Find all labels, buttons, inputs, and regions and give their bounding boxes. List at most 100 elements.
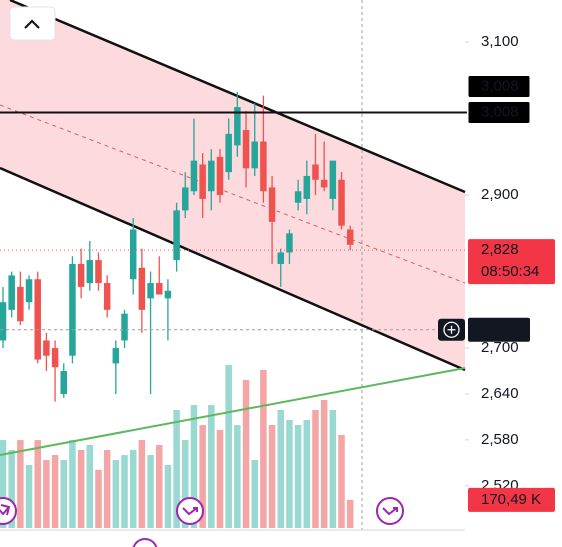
- candle-body: [216, 156, 224, 196]
- volume-bar: [8, 449, 15, 528]
- candle-body: [69, 263, 76, 356]
- candle-body: [112, 348, 120, 364]
- candle-body: [51, 348, 59, 368]
- countdown-label: 08:50:34: [481, 263, 539, 280]
- candle-body: [182, 187, 189, 211]
- candle-body: [277, 252, 285, 264]
- volume-bar: [95, 469, 102, 528]
- event-icon[interactable]: [176, 497, 204, 525]
- candle-body: [103, 283, 111, 310]
- volume-bar: [182, 440, 189, 528]
- current-price-label: 2,828: [481, 241, 519, 258]
- volume-badge: [468, 487, 555, 512]
- channel-midline: [0, 104, 466, 284]
- volume-bar: [242, 379, 250, 528]
- volume-bar: [69, 440, 76, 528]
- candle-body: [155, 283, 163, 295]
- crosshair-badge: [468, 317, 530, 342]
- candle-body: [95, 260, 102, 284]
- volume-bar: [86, 445, 94, 528]
- candle-body: [329, 160, 337, 199]
- volume-bar: [155, 445, 163, 528]
- volume-bar: [0, 440, 7, 528]
- volume-bar: [251, 460, 258, 528]
- trend-line: [0, 367, 466, 456]
- volume-bar: [225, 364, 232, 528]
- event-icon[interactable]: [0, 497, 17, 525]
- candle-body: [303, 175, 311, 199]
- chevron-icon[interactable]: [24, 19, 40, 29]
- volume-bar: [34, 440, 41, 528]
- candle-body: [164, 290, 172, 299]
- volume-bar: [103, 449, 111, 528]
- candle-body: [60, 371, 68, 394]
- volume-bar: [234, 425, 241, 528]
- marker-icons: [0, 497, 404, 547]
- volume-bar: [77, 449, 85, 528]
- candle-body: [25, 279, 33, 303]
- volume-bar: [60, 460, 68, 528]
- current-price-badge: [468, 239, 555, 285]
- y-tick-label: 2,700: [481, 339, 519, 356]
- y-tick-label: 2,640: [481, 385, 519, 402]
- candle-body: [43, 340, 50, 356]
- candle-body: [86, 260, 94, 284]
- event-icon[interactable]: [132, 538, 158, 547]
- candle-body: [346, 229, 354, 245]
- volume-bar: [329, 410, 337, 528]
- volume-badge-label: 170,49 K: [481, 491, 541, 508]
- crosshair-add-icon: [443, 321, 460, 338]
- button-bg[interactable]: [9, 6, 56, 41]
- candle-body: [34, 279, 41, 360]
- volume-bar: [164, 464, 172, 528]
- volume-bar: [338, 434, 345, 528]
- volume-bar: [51, 455, 59, 528]
- candle-body: [225, 133, 232, 173]
- price-line-label: 3,008: [481, 77, 519, 94]
- volume-bar: [129, 449, 137, 528]
- volume-bar: [208, 405, 215, 528]
- candle-body: [338, 179, 345, 226]
- candles-layer: [0, 91, 354, 402]
- volume-bar: [173, 410, 180, 528]
- candle-body: [8, 275, 15, 310]
- volume-bar: [17, 440, 24, 528]
- volume-layer: [0, 364, 354, 528]
- volume-bar: [216, 429, 224, 528]
- price-line-badge: [467, 100, 531, 124]
- volume-bar: [260, 369, 267, 528]
- candle-body: [199, 164, 206, 199]
- candle-body: [17, 286, 24, 322]
- candle-body: [312, 164, 319, 180]
- price-line-badge: [467, 74, 531, 98]
- volume-bar: [121, 455, 128, 528]
- price-line-label: 3,008: [481, 103, 519, 120]
- candle-body: [121, 313, 128, 341]
- candle-body: [147, 283, 154, 299]
- volume-bar: [199, 425, 206, 528]
- candle-body: [173, 210, 180, 261]
- volume-bar: [190, 405, 198, 528]
- volume-bar: [277, 410, 285, 528]
- crosshair-label: 2,724: [481, 321, 519, 338]
- event-icon[interactable]: [376, 497, 404, 525]
- volume-bar: [138, 440, 146, 528]
- candle-body: [242, 130, 250, 169]
- candle-body: [77, 263, 85, 287]
- collapse-button[interactable]: [9, 6, 56, 41]
- crosshair-add-button[interactable]: [438, 318, 465, 341]
- candle-body: [286, 233, 293, 253]
- volume-bar: [268, 425, 276, 528]
- candle-body: [294, 191, 302, 203]
- volume-bar: [312, 410, 319, 528]
- candle-body: [190, 160, 198, 192]
- candle-body: [268, 187, 276, 222]
- volume-bar: [286, 419, 293, 528]
- volume-bar: [294, 425, 302, 528]
- y-tick-label: 2,900: [481, 186, 519, 203]
- candle-body: [251, 141, 258, 169]
- candle-body: [138, 267, 146, 310]
- volume-bar: [112, 460, 120, 528]
- channel-lower: [0, 166, 466, 372]
